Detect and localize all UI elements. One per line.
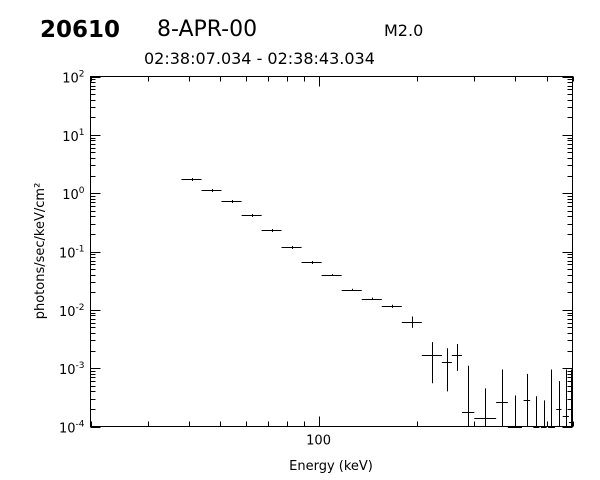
- data-point: [507, 395, 522, 428]
- data-point: [441, 348, 452, 392]
- event-date: 8-APR-00: [157, 17, 258, 42]
- data-point: [451, 343, 462, 371]
- data-point: [474, 388, 497, 427]
- y-tick-label: 100: [62, 186, 85, 203]
- data-point: [421, 342, 442, 384]
- data-point: [562, 369, 569, 427]
- data-point: [181, 178, 202, 181]
- data-point: [281, 246, 302, 249]
- y-tick-label: 10-2: [59, 303, 85, 320]
- event-id: 20610: [40, 17, 121, 43]
- x-axis-label: Energy (keV): [289, 459, 373, 474]
- axis-ticks: [90, 76, 574, 428]
- data-point: [321, 274, 342, 276]
- y-tick-label: 102: [62, 70, 84, 87]
- data-point: [540, 400, 547, 428]
- data-point: [533, 396, 540, 428]
- data-point: [496, 369, 508, 427]
- y-tick-label: 101: [62, 128, 84, 145]
- data-points: [181, 178, 573, 428]
- data-point: [221, 200, 242, 203]
- goes-class: M2.0: [384, 21, 424, 40]
- data-point: [301, 261, 322, 264]
- data-point: [261, 229, 282, 232]
- data-point: [341, 288, 362, 292]
- data-point: [461, 365, 475, 427]
- data-point: [548, 369, 555, 428]
- x-tick-label: 100: [306, 434, 331, 449]
- data-point: [568, 369, 573, 427]
- time-range: 02:38:07.034 - 02:38:43.034: [144, 49, 375, 68]
- data-point: [201, 189, 222, 192]
- data-point: [381, 304, 402, 308]
- data-point: [401, 316, 422, 328]
- y-tick-label: 10-1: [59, 245, 85, 262]
- data-point: [556, 381, 562, 427]
- y-tick-label: 10-3: [59, 361, 85, 378]
- y-axis-label: photons/sec/keV/cm²: [33, 183, 48, 320]
- data-point: [361, 297, 382, 300]
- data-point: [241, 214, 262, 217]
- tick-labels: 102 101 100 10-1 10-2 10-3 10-4 100: [59, 70, 331, 449]
- plot-frame: [90, 76, 573, 427]
- data-point: [523, 373, 531, 427]
- y-tick-label: 10-4: [59, 420, 85, 437]
